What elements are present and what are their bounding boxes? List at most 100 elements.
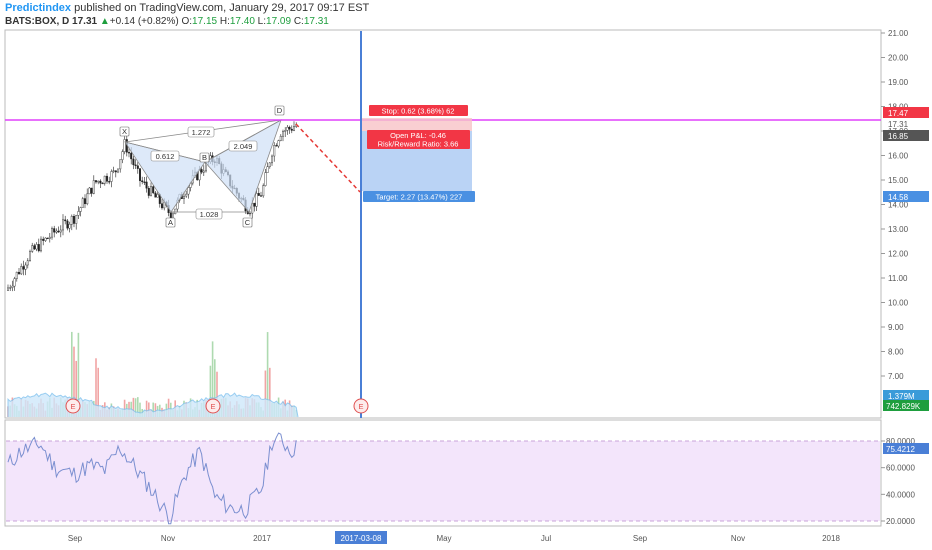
event-marker-1[interactable]: E xyxy=(65,398,81,414)
close-value: 17.31 xyxy=(303,16,329,27)
candle-body xyxy=(264,172,267,186)
price-pane[interactable] xyxy=(4,29,882,419)
volume-bar xyxy=(75,360,77,417)
candle-body xyxy=(81,198,84,208)
candle-body xyxy=(271,155,274,164)
stop-label: Stop: 0.62 (3.68%) 62 xyxy=(382,107,455,116)
candle-body xyxy=(20,266,23,275)
symbol-label[interactable]: BATS:BOX, D xyxy=(5,16,70,27)
candle-body xyxy=(55,230,58,233)
candle-body xyxy=(53,228,56,233)
candle-body xyxy=(37,244,40,252)
rsi-tick-label: 20.0000 xyxy=(886,517,915,526)
candle-body xyxy=(116,168,119,173)
high-value: 17.40 xyxy=(229,16,255,27)
short-position-tool[interactable]: Stop: 0.62 (3.68%) 62 Open P&L: -0.46 Ri… xyxy=(362,105,475,202)
price-tick-label: 11.00 xyxy=(888,274,908,283)
candle-body xyxy=(134,164,137,166)
candle-body xyxy=(57,230,60,233)
candle-body xyxy=(9,287,12,289)
svg-text:B: B xyxy=(202,153,207,162)
event-marker-3[interactable]: E xyxy=(353,398,369,414)
pnl-label-box xyxy=(367,130,470,149)
volume-bar xyxy=(264,370,267,417)
volume-bar xyxy=(71,331,73,417)
volume-bar xyxy=(77,332,80,417)
candle-body xyxy=(75,215,78,224)
candle-body xyxy=(33,245,36,250)
ratio-label-bd: 2.049 xyxy=(228,140,258,152)
candle-body xyxy=(110,171,113,182)
candle-body xyxy=(48,236,51,239)
candle-body xyxy=(141,180,144,183)
candle-body xyxy=(108,181,111,183)
candle-body xyxy=(288,126,291,130)
candle-body xyxy=(15,271,18,279)
candle-body xyxy=(284,130,287,132)
rr-label: Risk/Reward Ratio: 3.66 xyxy=(378,140,459,149)
svg-text:E: E xyxy=(210,402,215,411)
volume-bar xyxy=(95,358,97,417)
date-highlight-box xyxy=(335,531,387,544)
volume-bar xyxy=(216,371,218,417)
price-axis[interactable]: 21.0020.0019.0018.0017.0016.0015.0014.00… xyxy=(881,29,909,381)
candle-body xyxy=(103,175,106,184)
symbol-line: BATS:BOX, D 17.31 ▲+0.14 (+0.82%) O:17.1… xyxy=(5,16,329,27)
candle-body xyxy=(123,139,126,152)
candle-body xyxy=(13,278,16,287)
ratio-label-xd: 1.272 xyxy=(187,126,215,138)
stop-zone xyxy=(362,118,472,131)
candle-body xyxy=(68,224,71,229)
candle-body xyxy=(286,126,289,131)
candle-body xyxy=(273,145,276,157)
candle-body xyxy=(101,182,104,185)
candle-body xyxy=(277,140,280,147)
candle-body xyxy=(293,126,296,131)
candle-body xyxy=(77,211,80,216)
candle-body xyxy=(257,193,260,196)
candle-body xyxy=(262,185,265,197)
volume-bar xyxy=(211,341,214,417)
time-axis[interactable]: Sep Nov 2017 May Jul Sep Nov 2018 xyxy=(68,534,841,543)
time-tick-label: 2017 xyxy=(253,534,271,543)
candle-body xyxy=(275,145,278,147)
candle-body xyxy=(174,208,177,215)
candle-body xyxy=(62,219,65,231)
candle-body xyxy=(46,237,49,240)
open-value: 17.15 xyxy=(192,16,218,27)
time-tick-label: Nov xyxy=(161,534,175,543)
rsi-tick-label: 40.0000 xyxy=(886,490,915,499)
low-value: 17.09 xyxy=(266,16,292,27)
rsi-axis[interactable]: 80.0000 60.0000 40.0000 20.0000 xyxy=(881,437,915,526)
chart-header: Predictindex published on TradingView.co… xyxy=(0,0,932,30)
entry-price-label-box xyxy=(883,130,929,141)
svg-text:0.612: 0.612 xyxy=(156,152,175,161)
volume-bar xyxy=(214,359,216,417)
ratio-label-ac: 1.028 xyxy=(195,208,223,220)
change-value: +0.14 (+0.82%) xyxy=(109,16,179,27)
harmonic-pattern[interactable]: X A B C D 1.272 0.612 2.049 xyxy=(119,105,285,228)
event-marker-2[interactable]: E xyxy=(205,398,221,414)
candle-body xyxy=(130,152,133,160)
svg-text:A: A xyxy=(168,218,173,227)
svg-text:E: E xyxy=(70,402,75,411)
time-tick-label: Sep xyxy=(633,534,648,543)
candle-body xyxy=(202,170,205,173)
candle-body xyxy=(94,180,97,183)
rsi-line xyxy=(7,432,297,525)
price-tick-label: 8.00 xyxy=(888,348,904,357)
volume-bar xyxy=(132,397,135,417)
ratio-label-xb: 0.612 xyxy=(150,150,180,162)
publish-line: Predictindex published on TradingView.co… xyxy=(5,2,369,14)
candle-body xyxy=(86,193,89,205)
candle-body xyxy=(31,245,34,252)
candle-body xyxy=(66,220,69,229)
candle-body xyxy=(187,187,190,195)
time-tick-label: Sep xyxy=(68,534,83,543)
price-tick-label: 15.00 xyxy=(888,176,909,185)
candle-body xyxy=(279,135,282,141)
volume-bar xyxy=(97,367,99,417)
price-tick-label: 14.00 xyxy=(888,201,909,210)
publisher-link[interactable]: Predictindex xyxy=(5,2,72,14)
